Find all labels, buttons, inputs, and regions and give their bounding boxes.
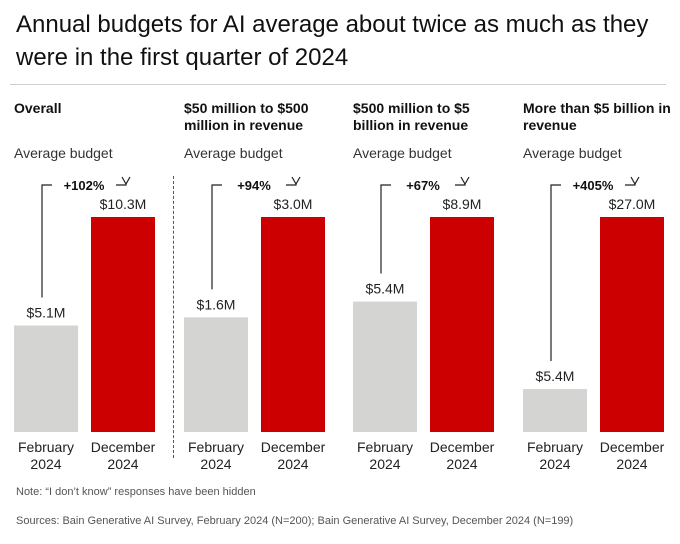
- arrow-head-icon: [121, 176, 131, 186]
- category-label-line: 2024: [539, 456, 570, 472]
- category-label-line: February: [527, 439, 583, 455]
- category-label-line: December: [600, 439, 665, 455]
- change-label: +405%: [573, 178, 614, 193]
- bar-december: [600, 217, 664, 432]
- panel-subtitle: Average budget: [353, 145, 452, 161]
- bar-december: [430, 217, 494, 432]
- category-label-line: February: [188, 439, 244, 455]
- panel-500m-5b: $500 million to $5 billion in revenue Av…: [353, 96, 513, 476]
- bar-december: [91, 217, 155, 432]
- category-label-line: 2024: [446, 456, 477, 472]
- panel-title: More than $5 billion in revenue: [523, 100, 671, 133]
- panel-overall: Overall Average budget $5.1M $10.3M +102% F…: [14, 96, 174, 476]
- category-label-december: December 2024: [600, 439, 665, 472]
- bar-february: [14, 325, 78, 432]
- change-bracket-left: [380, 184, 391, 274]
- category-label-december: December 2024: [91, 439, 156, 472]
- value-label-february: $1.6M: [197, 296, 236, 312]
- bar-february: [353, 301, 417, 432]
- change-label: +102%: [64, 178, 105, 193]
- value-label-december: $27.0M: [609, 196, 656, 212]
- change-bracket-right: [455, 183, 466, 186]
- value-label-december: $3.0M: [274, 196, 313, 212]
- change-bracket-right: [116, 183, 127, 186]
- panel-separator: [173, 176, 174, 458]
- change-label: +67%: [406, 178, 440, 193]
- category-label-line: December: [91, 439, 156, 455]
- value-label-february: $5.4M: [536, 368, 575, 384]
- category-label-february: February 2024: [188, 439, 244, 472]
- panel-subtitle: Average budget: [523, 145, 622, 161]
- category-label-line: 2024: [277, 456, 308, 472]
- arrow-head-icon: [291, 176, 301, 186]
- category-label-december: December 2024: [430, 439, 495, 472]
- change-bracket-left: [41, 184, 52, 298]
- chart-title: Annual budgets for AI average about twic…: [16, 11, 649, 71]
- panel-subtitle: Average budget: [184, 145, 283, 161]
- change-bracket-left: [211, 184, 222, 290]
- category-label-december: December 2024: [261, 439, 326, 472]
- category-label-line: February: [357, 439, 413, 455]
- value-label-december: $8.9M: [443, 196, 482, 212]
- category-label-line: December: [430, 439, 495, 455]
- category-label-line: 2024: [200, 456, 231, 472]
- bar-december: [261, 217, 325, 432]
- change-bracket-right: [286, 183, 297, 186]
- category-label-february: February 2024: [527, 439, 583, 472]
- bar-february: [523, 389, 587, 432]
- title-divider: [10, 84, 666, 85]
- arrow-head-icon: [630, 176, 640, 186]
- arrow-head-icon: [460, 176, 470, 186]
- panel-title: Overall: [14, 100, 62, 116]
- panel-50m-500m: $50 million to $500 million in revenue A…: [184, 96, 344, 476]
- panel-over-5b: More than $5 billion in revenue Average …: [523, 96, 680, 476]
- source-note: Sources: Bain Generative AI Survey, Febr…: [16, 515, 574, 527]
- category-label-line: 2024: [30, 456, 61, 472]
- category-label-line: 2024: [616, 456, 647, 472]
- category-label-line: 2024: [369, 456, 400, 472]
- value-label-december: $10.3M: [100, 196, 147, 212]
- category-label-line: 2024: [107, 456, 138, 472]
- value-label-february: $5.1M: [27, 305, 66, 321]
- panel-title: $500 million to $5 billion in revenue: [353, 100, 470, 133]
- bar-february: [184, 317, 248, 432]
- change-bracket-right: [625, 183, 636, 186]
- change-label: +94%: [237, 178, 271, 193]
- change-bracket-left: [550, 184, 561, 361]
- category-label-line: February: [18, 439, 74, 455]
- category-label-february: February 2024: [357, 439, 413, 472]
- value-label-february: $5.4M: [366, 281, 405, 297]
- category-label-line: December: [261, 439, 326, 455]
- panel-subtitle: Average budget: [14, 145, 113, 161]
- panel-title: $50 million to $500 million in revenue: [184, 100, 309, 133]
- footnote: Note: “I don’t know” responses have been…: [16, 486, 256, 498]
- category-label-february: February 2024: [18, 439, 74, 472]
